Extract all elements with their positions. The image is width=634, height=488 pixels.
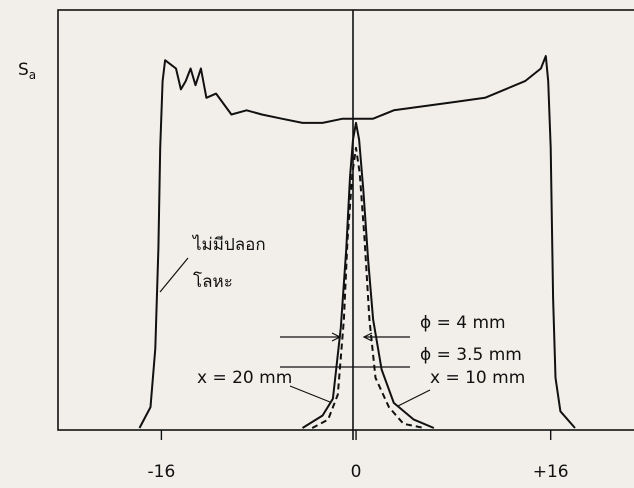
annotation: x = 20 mm xyxy=(197,368,292,388)
leader-line xyxy=(160,258,188,292)
x-tick-label: 0 xyxy=(351,462,362,482)
width-arrows xyxy=(280,333,410,341)
data-line xyxy=(303,123,434,428)
annotation: ไม่มีปลอก xyxy=(191,234,266,255)
x-tick-label: -16 xyxy=(148,462,176,482)
annotation: ϕ = 3.5 mm xyxy=(420,345,522,365)
chart: Sa ไม่มีปลอก โลหะ ϕ = 4 mm ϕ = 3.5 mm x … xyxy=(0,0,634,488)
x-tick-label: +16 xyxy=(533,462,569,482)
data-line xyxy=(312,148,424,428)
annotation: โลหะ xyxy=(193,271,233,292)
annotation: x = 10 mm xyxy=(430,368,525,388)
leader-line xyxy=(290,386,330,402)
leader-line xyxy=(398,390,430,406)
y-axis-label: Sa xyxy=(18,60,36,82)
annotation: ϕ = 4 mm xyxy=(420,313,506,333)
